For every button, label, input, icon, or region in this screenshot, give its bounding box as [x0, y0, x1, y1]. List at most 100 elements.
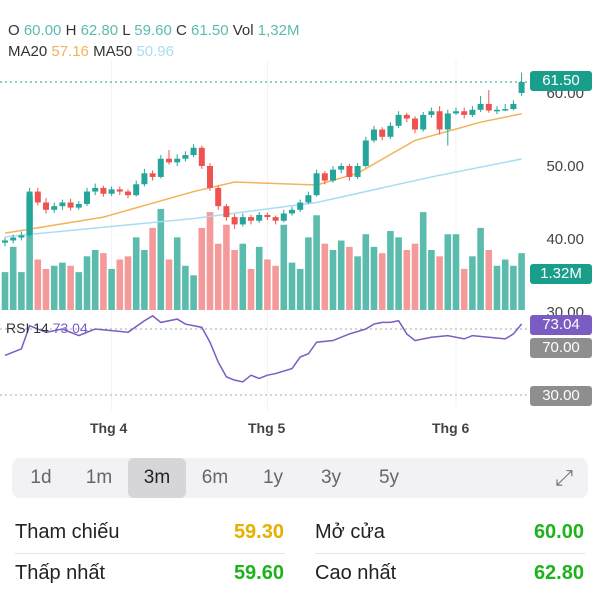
period-5y[interactable]: 5y [378, 467, 400, 488]
low-label: L [122, 22, 131, 39]
price-chart[interactable] [0, 0, 600, 440]
candle-body [305, 195, 312, 203]
candle-body [354, 166, 361, 177]
candle-body [485, 103, 492, 111]
volume-bar [321, 243, 329, 310]
volume-bar [419, 212, 427, 310]
close-value: 61.50 [191, 22, 229, 39]
candle-body [510, 103, 517, 110]
x-tick-may: Thg 5 [248, 420, 286, 436]
candle-body [461, 111, 468, 115]
volume-bar [469, 256, 476, 310]
last-price-tag: 61.50 [530, 71, 592, 91]
volume-bar [436, 256, 443, 310]
volume-bar [116, 259, 124, 310]
volume-bar [141, 250, 148, 310]
rsi-70-tag: 70.00 [530, 338, 592, 358]
candle-body [453, 111, 459, 114]
ma50-label: MA50 [93, 43, 133, 60]
period-3m[interactable]: 3m [128, 458, 186, 498]
candle-body [313, 173, 320, 196]
low-value: 59.60 [134, 22, 172, 39]
volume-bar [329, 250, 337, 310]
volume-bar [510, 265, 517, 310]
ma20-value: 57.16 [51, 43, 89, 60]
volume-bar [378, 253, 386, 310]
candle-body [10, 237, 17, 241]
volume-bar [18, 272, 25, 310]
candle-body [469, 109, 476, 115]
candle-body [100, 187, 107, 194]
candle-body [231, 217, 238, 225]
volume-bar [354, 256, 361, 310]
candle-body [108, 189, 115, 194]
candle-body [157, 158, 164, 177]
volume-bar [91, 250, 99, 310]
volume-bar [403, 250, 411, 310]
high-value: 62.80 [80, 22, 119, 39]
volume-bar [9, 246, 17, 310]
candle-body [412, 118, 418, 130]
candle-body [321, 173, 328, 181]
rsi-legend: RSI 14 73.04 [6, 320, 88, 336]
volume-bar [337, 240, 345, 310]
candle-body [166, 158, 172, 163]
candle-body [84, 191, 90, 204]
candle-body [18, 235, 25, 238]
candle-body [346, 166, 353, 177]
open-label: O [8, 22, 20, 39]
candle-body [207, 166, 213, 188]
candle-body [116, 189, 123, 192]
volume-bar [75, 272, 83, 310]
volume-bar [214, 243, 222, 310]
period-6m[interactable]: 6m [201, 467, 229, 488]
volume-bar [444, 234, 452, 310]
period-1d[interactable]: 1d [30, 467, 52, 488]
stat-value-low: 59.60 [233, 562, 284, 584]
volume-bar [182, 265, 189, 310]
candle-body [51, 206, 58, 210]
stat-label-reference: Tham chiếu [15, 521, 120, 543]
ma20-label: MA20 [8, 43, 48, 60]
volume-bar [59, 262, 66, 310]
volume-bar [132, 237, 140, 310]
candle-body [264, 214, 271, 218]
candle-body [92, 187, 99, 192]
candle-body [182, 155, 189, 159]
candle-body [67, 202, 74, 208]
candle-body [26, 191, 33, 236]
candle-body [34, 191, 41, 203]
period-3y[interactable]: 3y [320, 467, 342, 488]
period-1m[interactable]: 1m [85, 467, 113, 488]
ma50-line [4, 158, 522, 238]
volume-bar [477, 227, 484, 310]
volume-bar [280, 224, 288, 310]
price-tick: 40.00 [546, 231, 584, 248]
divider [315, 553, 585, 554]
volume-bar [362, 234, 370, 310]
candle-body [330, 169, 336, 181]
expand-icon[interactable]: ⤢ [555, 465, 573, 490]
candle-body [125, 191, 131, 196]
candle-body [256, 214, 263, 221]
ohlc-legend: O 60.00 H 62.80 L 59.60 C 61.50 Vol 1,32… [8, 22, 299, 39]
rsi-30-tag: 30.00 [530, 386, 592, 406]
volume-bar [255, 246, 263, 310]
stat-label-high: Cao nhất [315, 562, 397, 584]
volume-bar [411, 243, 419, 310]
period-1y[interactable]: 1y [262, 467, 284, 488]
candle-body [518, 82, 525, 93]
ma50-value: 50.96 [136, 43, 174, 60]
volume-bar [149, 227, 156, 310]
volume-bar [34, 259, 42, 310]
volume-bar [460, 268, 468, 310]
volume-bar [223, 224, 230, 310]
candle-body [141, 173, 148, 185]
volume-bar [305, 237, 312, 310]
volume-bar [272, 265, 279, 310]
candle-body [272, 217, 279, 221]
volume-bar [67, 265, 74, 310]
volume-bar [165, 259, 173, 310]
volume-bar [501, 259, 509, 310]
price-tick: 50.00 [546, 158, 584, 175]
